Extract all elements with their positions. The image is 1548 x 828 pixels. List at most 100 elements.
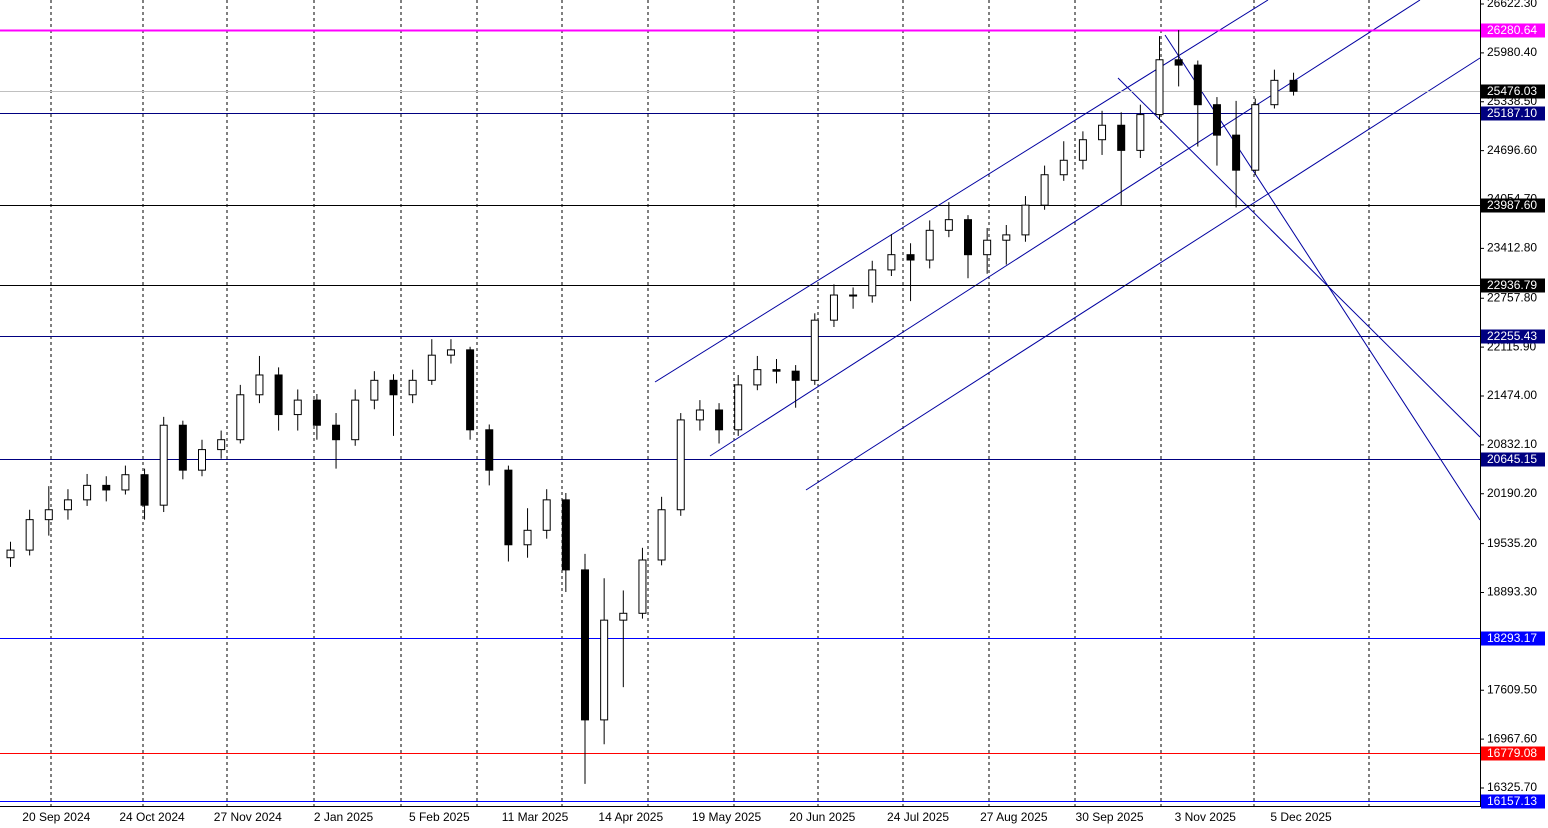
level-label-bg <box>1481 452 1545 467</box>
candle-body <box>217 439 226 451</box>
level-label-bg <box>1481 794 1545 809</box>
candle-body <box>734 384 743 431</box>
level-label: 18293.17 <box>1487 631 1537 645</box>
candle-body <box>6 549 15 559</box>
candle-body <box>44 509 53 521</box>
level-label: 20645.15 <box>1487 452 1537 466</box>
candle-body <box>753 369 762 386</box>
level-label: 25187.10 <box>1487 106 1537 120</box>
candle-body <box>1117 124 1126 151</box>
candle-body <box>1174 59 1183 66</box>
candle-body <box>581 569 589 721</box>
candle-body <box>485 429 494 471</box>
candle-body <box>829 294 838 321</box>
levels <box>0 29 1480 802</box>
candle-body <box>236 394 245 441</box>
candle-body <box>198 449 206 471</box>
candle-body <box>638 559 647 614</box>
x-tick-label: 5 Feb 2025 <box>409 810 470 824</box>
x-tick-label: 14 Apr 2025 <box>598 810 663 824</box>
level-label-bg <box>1481 198 1545 213</box>
y-tick-label: 16967.60 <box>1487 731 1537 745</box>
channel-upper <box>654 0 1269 383</box>
candle-body <box>810 319 819 381</box>
time-axis-bg <box>0 807 1548 828</box>
channel-middle <box>709 0 1421 457</box>
candle-body <box>944 219 953 231</box>
candle-body <box>1270 79 1279 106</box>
x-tick-label: 30 Sep 2025 <box>1076 810 1144 824</box>
level-label: 22255.43 <box>1487 329 1537 343</box>
level-label-bg <box>1481 23 1545 38</box>
y-tick-label: 20832.10 <box>1487 437 1537 451</box>
candle-body <box>1021 204 1030 236</box>
level-label-bg <box>1481 631 1545 646</box>
y-tick-label: 18893.30 <box>1487 585 1537 599</box>
candle-body <box>600 619 609 721</box>
candle-body <box>121 474 130 491</box>
candle-body <box>408 379 417 396</box>
candle-body <box>983 239 992 256</box>
level-label: 22936.79 <box>1487 278 1537 292</box>
candle-body <box>1002 234 1011 241</box>
candles <box>6 30 1298 784</box>
candle-body <box>446 349 455 356</box>
candle-body <box>561 499 570 571</box>
y-tick-label: 25980.40 <box>1487 45 1537 59</box>
level-label: 23987.60 <box>1487 198 1537 212</box>
candle-body <box>102 484 111 491</box>
x-tick-label: 27 Nov 2024 <box>214 810 282 824</box>
y-tick-label: 16325.70 <box>1487 780 1537 794</box>
candle-body <box>676 419 685 511</box>
axes: 26622.3025980.4025338.5024696.6024054.70… <box>22 0 1545 824</box>
candle-body <box>542 499 551 531</box>
candle-body <box>925 229 934 261</box>
candle-body <box>964 219 972 256</box>
candle-body <box>887 254 896 271</box>
candle-body <box>427 354 436 381</box>
y-tick-label: 21474.00 <box>1487 388 1537 402</box>
x-tick-label: 20 Jun 2025 <box>789 810 855 824</box>
candle-body <box>1289 79 1298 92</box>
x-tick-label: 2 Jan 2025 <box>314 810 374 824</box>
candle-body <box>1078 139 1087 161</box>
candle-body <box>1136 114 1145 151</box>
y-tick-label: 22757.80 <box>1487 290 1537 304</box>
y-tick-label: 24696.60 <box>1487 143 1537 157</box>
x-tick-label: 24 Jul 2025 <box>887 810 949 824</box>
candle-body <box>351 399 360 441</box>
y-tick-label: 20190.20 <box>1487 486 1537 500</box>
candle-body <box>1155 59 1164 116</box>
candle-body <box>25 519 34 551</box>
level-label: 25476.03 <box>1487 84 1537 98</box>
channel-lower <box>805 57 1481 491</box>
candle-body <box>1059 159 1068 176</box>
candle-body <box>1232 134 1241 171</box>
candle-body <box>83 484 92 501</box>
y-tick-label: 19535.20 <box>1487 536 1537 550</box>
candle-body <box>906 254 915 261</box>
level-label: 16157.13 <box>1487 794 1537 808</box>
candle-body <box>159 424 168 506</box>
candle-body <box>1040 174 1049 206</box>
x-tick-label: 20 Sep 2024 <box>22 810 90 824</box>
candle-body <box>389 379 398 396</box>
x-tick-label: 24 Oct 2024 <box>119 810 185 824</box>
candle-body <box>1193 64 1202 106</box>
candle-body <box>63 499 72 511</box>
candle-body <box>178 424 187 471</box>
x-tick-label: 19 May 2025 <box>692 810 762 824</box>
level-label-bg <box>1481 746 1545 761</box>
descending-line <box>1117 77 1481 438</box>
candle-body <box>619 612 628 621</box>
y-tick-label: 23412.80 <box>1487 241 1537 255</box>
candle-body <box>1251 104 1260 171</box>
level-label-bg <box>1481 278 1545 293</box>
candle-body <box>504 469 513 546</box>
candle-body <box>293 399 302 416</box>
x-tick-label: 27 Aug 2025 <box>980 810 1048 824</box>
candle-body <box>255 374 264 396</box>
